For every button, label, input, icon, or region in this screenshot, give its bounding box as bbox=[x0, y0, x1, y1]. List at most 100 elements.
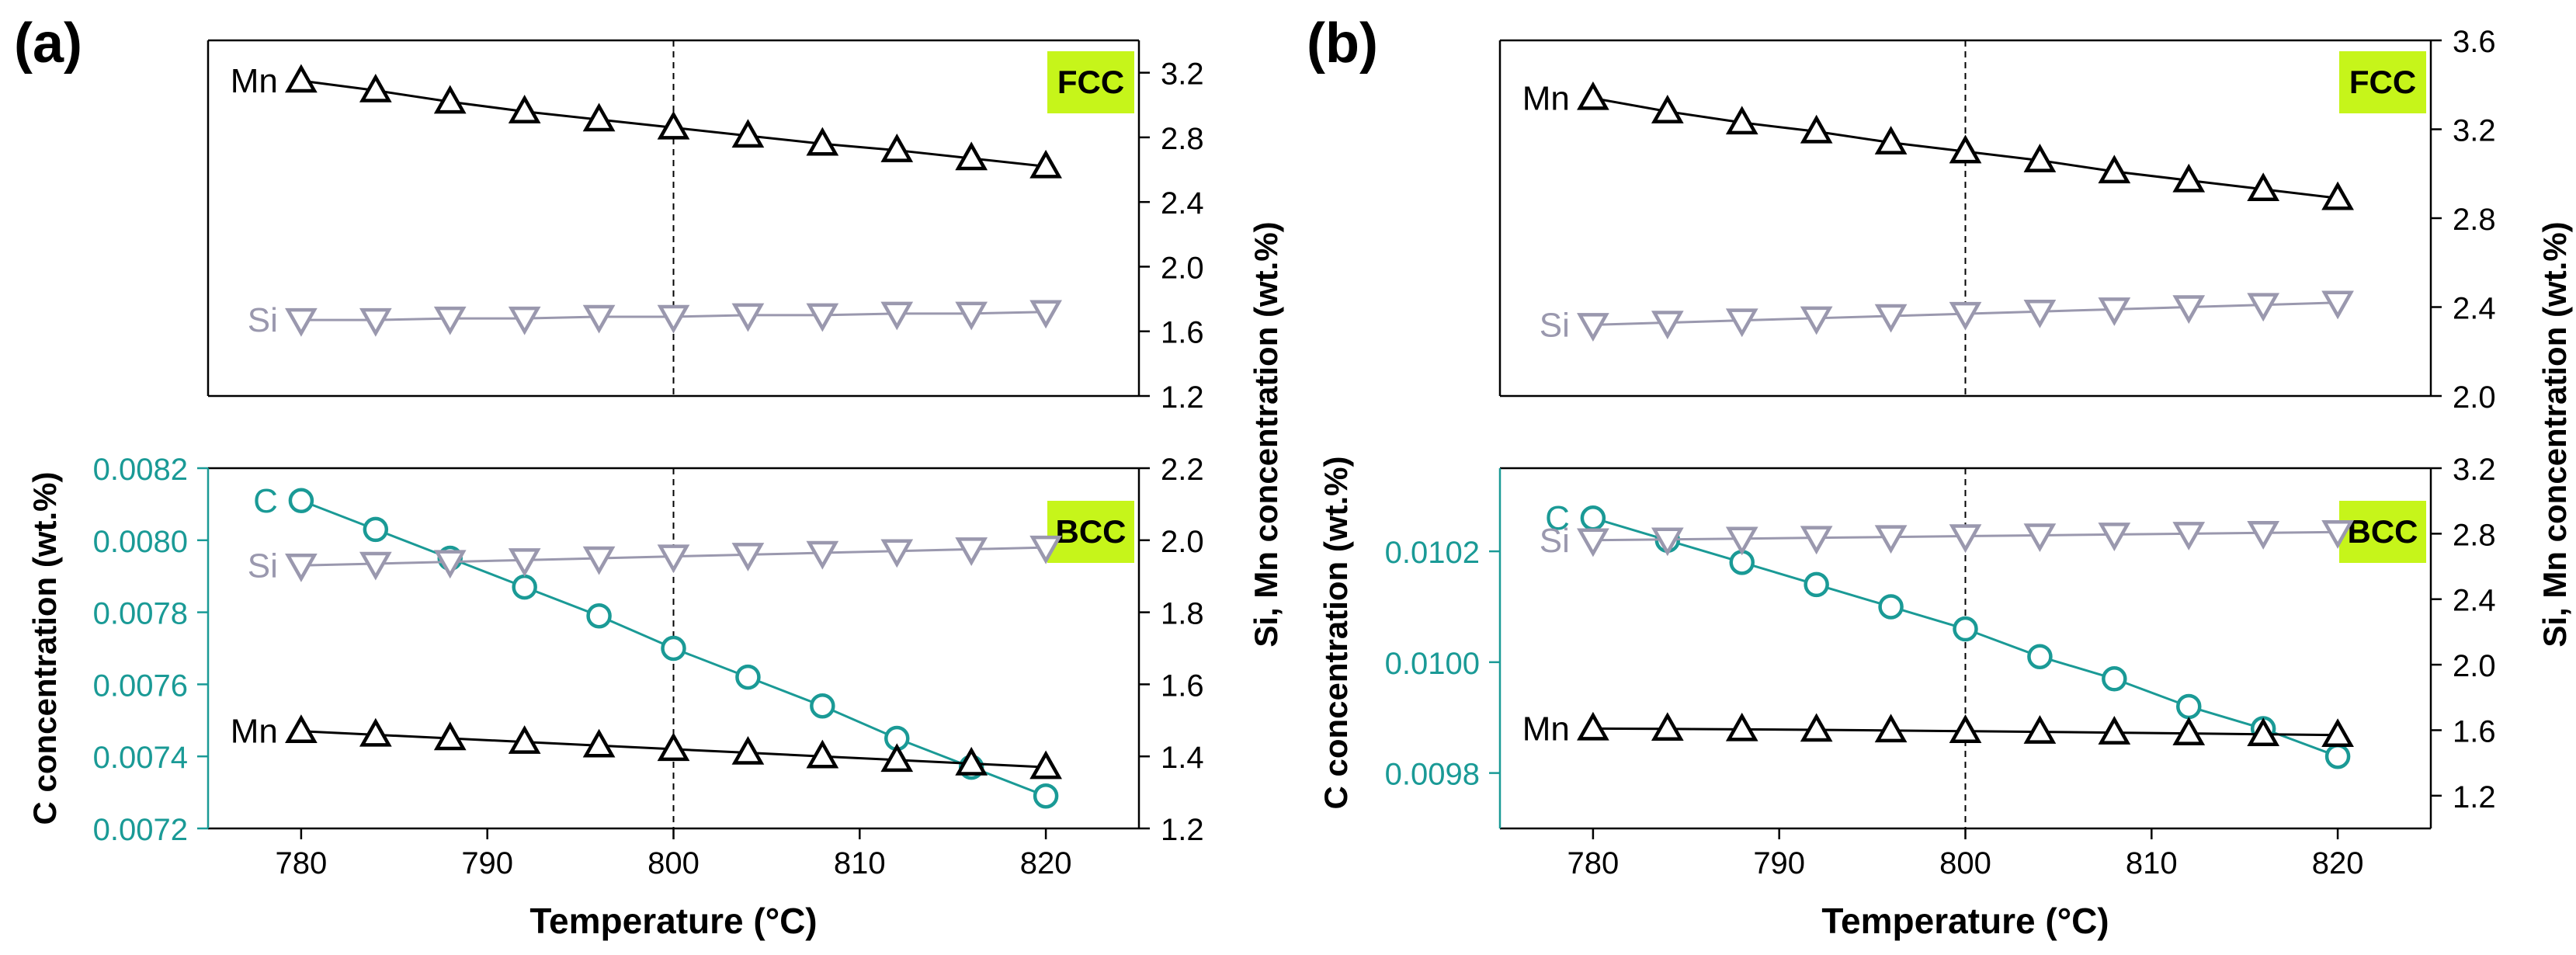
marker-mn bbox=[2098, 155, 2131, 184]
phase-badge-label: FCC bbox=[2349, 64, 2416, 100]
marker-si bbox=[2247, 521, 2280, 550]
panel-label: (b) bbox=[1307, 12, 1378, 75]
ytick-left-label: 0.0082 bbox=[93, 453, 188, 487]
phase-badge bbox=[1047, 501, 1134, 563]
marker-c bbox=[661, 635, 686, 662]
marker-si bbox=[1577, 313, 1609, 342]
xtick-label: 810 bbox=[2126, 846, 2178, 880]
marker-si bbox=[1725, 308, 1758, 338]
xtick-label: 800 bbox=[1939, 846, 1991, 880]
marker-mn bbox=[1725, 106, 1758, 135]
series-label-si: Si bbox=[248, 301, 278, 339]
marker-c bbox=[2176, 693, 2202, 720]
ytick-right-label: 2.4 bbox=[1161, 186, 1204, 221]
ytick-right-label: 2.0 bbox=[2453, 380, 2496, 415]
marker-si bbox=[1577, 528, 1609, 557]
marker-mn bbox=[285, 64, 318, 93]
marker-si bbox=[2172, 295, 2206, 325]
marker-mn bbox=[955, 746, 988, 776]
ytick-right-label: 3.6 bbox=[2453, 25, 2496, 59]
ytick-right-label: 2.2 bbox=[1161, 453, 1204, 487]
marker-si bbox=[508, 548, 541, 577]
series-label-c: C bbox=[253, 482, 278, 520]
marker-si bbox=[433, 306, 467, 335]
marker-c bbox=[1878, 594, 1904, 620]
marker-si bbox=[1725, 526, 1758, 556]
phase-badge bbox=[2339, 501, 2426, 563]
marker-si bbox=[2098, 523, 2131, 551]
marker-si bbox=[359, 551, 392, 581]
marker-mn bbox=[2247, 172, 2280, 202]
marker-si bbox=[1874, 304, 1908, 333]
marker-mn bbox=[1577, 81, 1609, 110]
marker-si bbox=[731, 303, 765, 332]
marker-mn bbox=[880, 743, 914, 773]
ytick-right-label: 1.8 bbox=[1161, 597, 1204, 631]
series-label-mn: Mn bbox=[1522, 710, 1570, 748]
subplot-fcc: 2.0 2.4 2.8 3.2 3.6 FCC Mn Si bbox=[1498, 25, 2496, 415]
xtick-label: 790 bbox=[1753, 846, 1805, 880]
marker-mn bbox=[1800, 713, 1833, 742]
marker-c bbox=[1580, 505, 1606, 531]
marker-si bbox=[2321, 290, 2354, 320]
phase-badge-label: FCC bbox=[1057, 64, 1124, 100]
marker-mn bbox=[433, 85, 467, 114]
ytick-right-label: 1.4 bbox=[1161, 741, 1204, 775]
marker-si bbox=[582, 304, 616, 334]
ytick-left-label: 0.0076 bbox=[93, 668, 188, 703]
subplot-fcc: 1.2 1.6 2.0 2.4 2.8 3.2 FCC Mn Si bbox=[207, 39, 1204, 415]
xtick-label: 820 bbox=[2312, 846, 2364, 880]
ytick-left-label: 0.0102 bbox=[1385, 536, 1480, 570]
phase-badge bbox=[2339, 51, 2426, 113]
ytick-right-label: 3.2 bbox=[2453, 114, 2496, 148]
ytick-right-label: 1.6 bbox=[1161, 316, 1204, 350]
marker-mn bbox=[2321, 181, 2354, 210]
ytick-right-label: 2.0 bbox=[2453, 649, 2496, 683]
marker-mn bbox=[1874, 714, 1908, 743]
marker-mn bbox=[2023, 144, 2057, 172]
marker-si bbox=[955, 301, 988, 331]
marker-mn bbox=[2247, 717, 2280, 746]
marker-mn bbox=[1029, 750, 1062, 780]
marker-c bbox=[363, 516, 389, 543]
marker-si bbox=[1651, 311, 1684, 340]
marker-mn bbox=[1651, 95, 1684, 123]
marker-mn bbox=[1651, 712, 1684, 741]
marker-mn bbox=[955, 141, 988, 171]
marker-c bbox=[2324, 743, 2351, 769]
marker-c bbox=[1033, 783, 1059, 809]
marker-si bbox=[582, 546, 616, 575]
series-label-mn: Mn bbox=[231, 62, 278, 100]
ytick-right-label: 1.2 bbox=[2453, 780, 2496, 814]
marker-si bbox=[433, 550, 467, 579]
panel-b: (b) 2.0 2.4 2.8 3.2 3.6 FCC Mn Si 1.2 1.6 2.0 2.4 2.8… bbox=[1307, 12, 2573, 941]
marker-mn bbox=[2172, 717, 2206, 745]
ylabel-right: Si, Mn concentration (wt.%) bbox=[2536, 221, 2573, 647]
marker-si bbox=[880, 539, 914, 568]
marker-mn bbox=[508, 95, 541, 123]
marker-mn bbox=[657, 732, 690, 762]
marker-c bbox=[2027, 644, 2053, 669]
ytick-right-label: 3.2 bbox=[1161, 57, 1204, 92]
marker-si bbox=[657, 544, 690, 574]
panel-a: (a) 1.2 1.6 2.0 2.4 2.8 3.2 FCC Mn Si 1.2 1.4 1.6 1.8… bbox=[14, 12, 1284, 941]
series-label-mn: Mn bbox=[1522, 79, 1570, 117]
ylabel-right: Si, Mn concentration (wt.%) bbox=[1248, 221, 1284, 647]
marker-c bbox=[1804, 571, 1829, 598]
ylabel-left: C concentration (wt.%) bbox=[1318, 456, 1354, 809]
marker-mn bbox=[1949, 714, 1982, 743]
series-label-si: Si bbox=[248, 547, 278, 585]
ytick-right-label: 2.8 bbox=[2453, 203, 2496, 237]
marker-mn bbox=[359, 717, 392, 747]
ytick-right-label: 1.2 bbox=[1161, 813, 1204, 847]
marker-mn bbox=[1949, 134, 1982, 164]
series-label-si: Si bbox=[1540, 306, 1570, 344]
marker-mn bbox=[1725, 712, 1758, 741]
marker-mn bbox=[1800, 114, 1833, 144]
ylabel-left: C concentration (wt.%) bbox=[26, 471, 63, 825]
marker-si bbox=[1949, 524, 1982, 554]
marker-si bbox=[1874, 525, 1908, 554]
subplot-bcc: 1.2 1.4 1.6 1.8 2.0 2.2 0.0072 0.0074 0.0076 0.00… bbox=[26, 453, 1204, 847]
marker-si bbox=[731, 543, 765, 571]
ytick-right-label: 2.4 bbox=[2453, 584, 2496, 618]
